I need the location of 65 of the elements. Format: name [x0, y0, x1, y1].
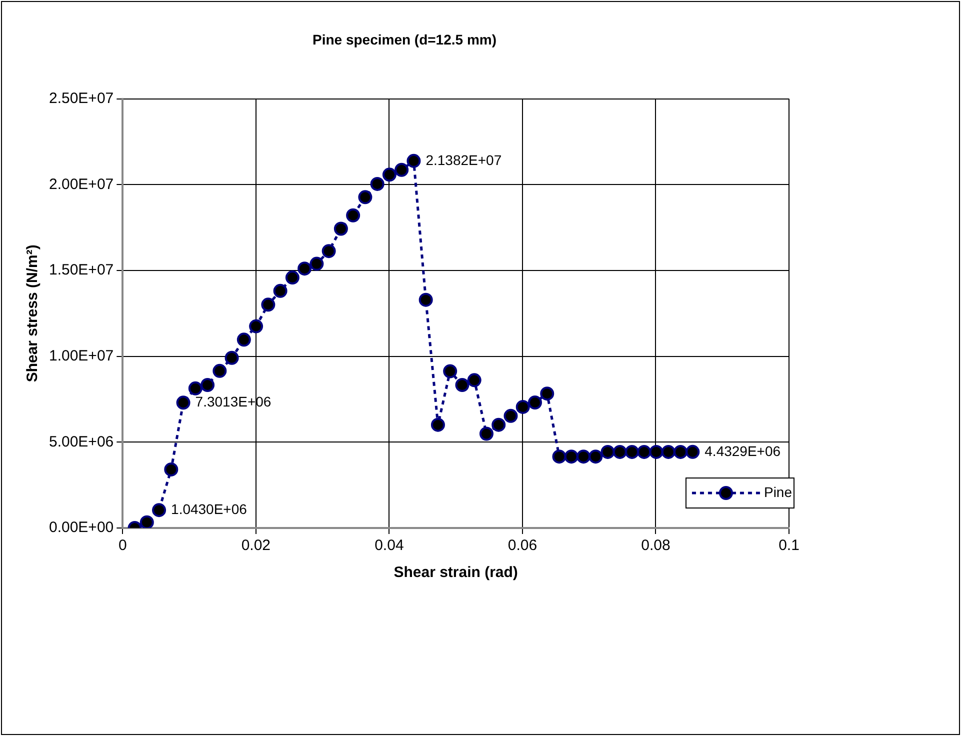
point [346, 208, 360, 222]
point [612, 444, 627, 459]
point [430, 418, 445, 432]
y-tick-label: 5.00E+06 [48, 433, 114, 450]
point [552, 450, 566, 464]
point [564, 450, 578, 464]
y-tick-label: 0.00E+00 [48, 519, 114, 536]
point [600, 444, 615, 459]
point [285, 270, 300, 285]
point [492, 418, 506, 432]
point [382, 168, 396, 182]
y-tick-label: 2.00E+07 [48, 176, 114, 193]
y-tick-label: 2.50E+07 [48, 90, 114, 107]
point [298, 262, 312, 276]
data-label: 1.0430E+06 [171, 500, 248, 517]
point [625, 444, 640, 459]
point [637, 444, 652, 459]
x-tick-label: 0.06 [508, 537, 538, 554]
point [686, 444, 700, 459]
point [504, 408, 518, 423]
x-tick-label: 0.04 [374, 537, 404, 554]
point [188, 381, 202, 396]
point [418, 292, 433, 307]
point [455, 378, 470, 392]
x-tick-label: 0.02 [241, 537, 271, 554]
point [176, 396, 190, 410]
point [467, 373, 482, 388]
legend-label: Pine [764, 484, 792, 500]
x-axis-title: Shear strain (rad) [394, 564, 518, 582]
point [370, 176, 384, 191]
x-tick-label: 0 [118, 537, 127, 554]
y-tick-label: 1.00E+07 [48, 347, 114, 364]
x-tick-label: 0.1 [778, 537, 800, 554]
point [310, 256, 324, 271]
point [152, 503, 166, 518]
point [528, 396, 542, 410]
point [322, 244, 336, 258]
y-axis-title: Shear stress (N/m²) [24, 244, 42, 382]
data-label: 2.1382E+07 [426, 152, 502, 168]
point [406, 154, 421, 168]
point [649, 444, 664, 459]
data-label: 4.4329E+06 [704, 442, 781, 459]
point [224, 350, 239, 365]
point [588, 450, 603, 464]
y-tick-label: 1.50E+07 [48, 262, 114, 279]
point [674, 444, 688, 459]
point [516, 400, 530, 414]
point [443, 364, 458, 378]
point [358, 190, 372, 204]
point [661, 444, 676, 459]
point [540, 386, 554, 401]
point [236, 332, 251, 347]
point [479, 426, 494, 441]
point [164, 462, 178, 476]
point [394, 162, 409, 177]
point [334, 222, 348, 236]
point [249, 319, 264, 334]
point [273, 284, 288, 298]
point [200, 378, 215, 392]
point [140, 515, 154, 528]
point [212, 364, 227, 378]
point [261, 298, 276, 312]
point [576, 450, 590, 464]
chart-title: Pine specimen (d=12.5 mm) [312, 31, 497, 48]
x-tick-label: 0.08 [641, 537, 670, 554]
